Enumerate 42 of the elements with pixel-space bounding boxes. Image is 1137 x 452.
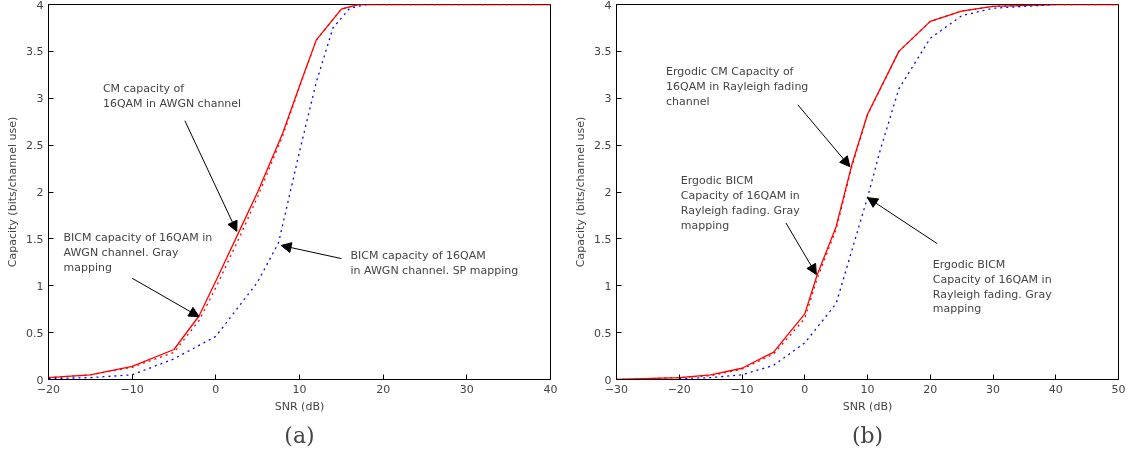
y-tick-label: 2.5 (594, 139, 612, 153)
text: (b) (851, 422, 884, 448)
y-tick-label: 1.5 (594, 232, 612, 246)
annotation: Ergodic BICM Capacity of 16QAM in Rayleigh fading. Gray mapping (680, 174, 801, 233)
x-tick-label: 0 (212, 382, 220, 396)
y-tick-label: 1 (604, 279, 612, 293)
annotation: BICM capacity of 16QAM in AWGN channel. Gray mapping (63, 231, 213, 275)
x-tick-label: 10 (860, 382, 875, 396)
y-tick-label: 3 (604, 92, 612, 106)
annotation: CM capacity of 16QAM in AWGN channel (102, 82, 242, 111)
annotation: Ergodic CM Capacity of 16QAM in Rayleigh fading channel (666, 65, 809, 109)
x-tick-label: −10 (730, 382, 754, 396)
y-tick-label: 3.5 (26, 45, 44, 59)
x-tick-label: 40 (543, 382, 558, 396)
x-tick-label: −10 (120, 382, 144, 396)
y-tick-label: 3.5 (594, 45, 612, 59)
x-tick-label: 10 (292, 382, 307, 396)
annotation: Ergodic BICM Capacity of 16QAM in Rayleigh fading. Gray mapping (932, 257, 1053, 316)
x-tick-label: 20 (376, 382, 391, 396)
x-tick-label: 30 (986, 382, 1000, 396)
y-tick-label: 3 (36, 92, 44, 106)
y-tick-label: 4 (604, 0, 612, 12)
y-axis-title: Capacity (bits/channel use) (6, 116, 20, 268)
x-axis-title: SNR (dB) (274, 399, 325, 413)
y-tick-label: 2.5 (26, 139, 44, 153)
y-axis-title: Capacity (bits/channel use) (574, 116, 588, 268)
text: (a) (284, 422, 315, 448)
y-tick-label: 2 (36, 186, 44, 199)
x-axis-title: SNR (dB) (842, 399, 893, 413)
annotation: BICM capacity of 16QAM in AWGN channel. SP mapping (350, 249, 519, 278)
y-tick-label: 1 (36, 279, 44, 293)
y-tick-label: 0.5 (594, 326, 612, 340)
x-tick-label: 50 (1111, 382, 1126, 396)
y-tick-label: 1.5 (26, 232, 44, 246)
x-tick-label: 30 (459, 382, 474, 396)
x-tick-label: 20 (923, 382, 938, 396)
x-tick-label: 40 (1048, 382, 1063, 396)
x-tick-label: 0 (801, 382, 809, 396)
y-tick-label: 2 (604, 186, 612, 199)
x-tick-label: −20 (667, 382, 691, 396)
y-tick-label: 0.5 (26, 326, 44, 340)
y-tick-label: 4 (36, 0, 44, 12)
